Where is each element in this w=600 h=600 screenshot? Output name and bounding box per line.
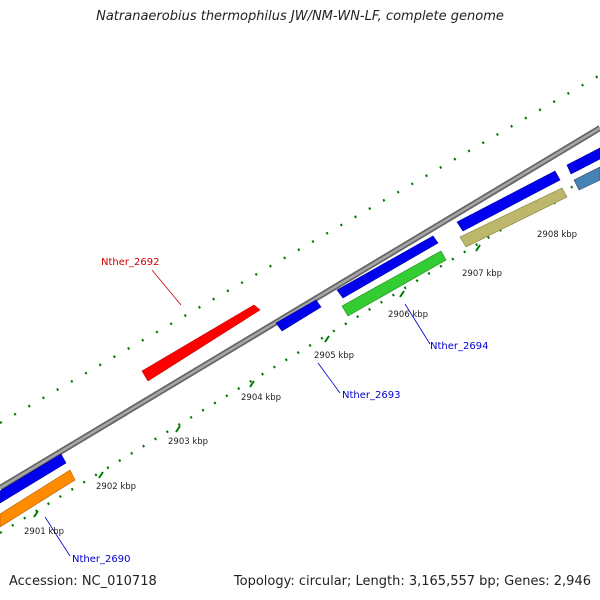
gene-arrow[interactable] — [573, 166, 600, 191]
gene-nther-2692-arrow[interactable] — [141, 304, 261, 382]
gene-label[interactable]: Nther_2694 — [430, 341, 488, 352]
gene-arrow[interactable] — [566, 147, 600, 175]
gene-arrow[interactable] — [336, 235, 439, 299]
gene-arrow[interactable] — [0, 469, 76, 528]
scale-tick-label: 2903 kbp — [168, 437, 208, 447]
gene-label[interactable]: Nther_2690 — [72, 554, 130, 565]
accession-text: Accession: NC_010718 — [9, 574, 157, 589]
gene-arrow[interactable] — [0, 453, 67, 504]
gene-label[interactable]: Nther_2693 — [342, 390, 400, 401]
genome-summary-text: Topology: circular; Length: 3,165,557 bp… — [233, 574, 591, 589]
scale-tick-label: 2908 kbp — [537, 230, 577, 240]
scale-tick-label: 2907 kbp — [462, 269, 502, 279]
backbone — [0, 125, 600, 491]
gene-arrow[interactable] — [341, 250, 447, 317]
scale-tick-labels: 2901 kbp 2902 kbp 2903 kbp 2904 kbp 2905 kbp… — [24, 230, 577, 537]
reverse-genes — [0, 166, 600, 528]
gene-arrow[interactable] — [275, 299, 322, 332]
scale-tick-label: 2904 kbp — [241, 393, 281, 403]
gene-labels: Nther_2692 Nther_2693 Nther_2694 Nther_2690 — [72, 257, 488, 565]
scale-tick-label: 2902 kbp — [96, 482, 136, 492]
scale-tick-label: 2905 kbp — [314, 351, 354, 361]
forward-genes — [0, 147, 600, 504]
scale-tick-label: 2901 kbp — [24, 527, 64, 537]
outer-ticks — [0, 73, 600, 425]
label-leaders — [44, 269, 431, 557]
gene-arrow[interactable] — [459, 187, 568, 248]
scale-tick-label: 2906 kbp — [388, 310, 428, 320]
map-title: Natranaerobius thermophilus JW/NM-WN-LF,… — [96, 9, 504, 24]
gene-label[interactable]: Nther_2692 — [101, 257, 159, 268]
gene-arrow[interactable] — [456, 170, 561, 232]
major-ticks — [33, 197, 559, 518]
